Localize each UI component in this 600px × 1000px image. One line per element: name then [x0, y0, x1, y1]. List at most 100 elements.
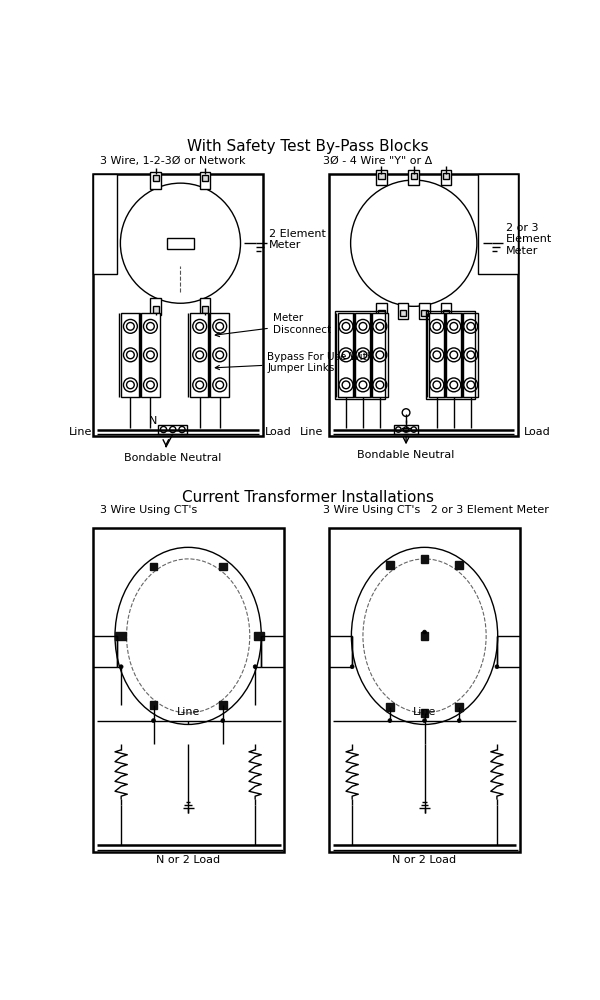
Bar: [338, 312, 354, 397]
Bar: [355, 312, 371, 397]
Circle shape: [196, 381, 203, 389]
Circle shape: [339, 348, 353, 362]
Circle shape: [376, 323, 384, 330]
Bar: [443, 173, 449, 179]
Text: 3 Wire Using CT's: 3 Wire Using CT's: [100, 505, 197, 515]
Circle shape: [342, 323, 350, 330]
Bar: [410, 173, 417, 179]
Bar: [463, 312, 478, 397]
Text: 2 or 3
Element
Meter: 2 or 3 Element Meter: [506, 223, 553, 256]
Circle shape: [146, 381, 154, 389]
Text: 2 Element
Meter: 2 Element Meter: [269, 229, 326, 250]
Circle shape: [216, 381, 224, 389]
Bar: [329, 528, 520, 852]
Bar: [149, 563, 157, 570]
Circle shape: [373, 319, 387, 333]
Circle shape: [216, 351, 224, 359]
Circle shape: [350, 180, 477, 306]
Bar: [141, 312, 160, 397]
Circle shape: [495, 665, 499, 669]
Bar: [158, 425, 187, 434]
Circle shape: [143, 348, 157, 362]
Bar: [153, 175, 159, 181]
Bar: [398, 303, 409, 319]
Bar: [372, 312, 388, 397]
Circle shape: [402, 409, 410, 416]
Text: 3 Wire Using CT's   2 or 3 Element Meter: 3 Wire Using CT's 2 or 3 Element Meter: [323, 505, 549, 515]
Circle shape: [127, 351, 134, 359]
Circle shape: [403, 427, 409, 432]
Circle shape: [342, 381, 350, 389]
Circle shape: [121, 183, 241, 303]
Circle shape: [127, 323, 134, 330]
Text: 3Ø - 4 Wire "Y" or Δ: 3Ø - 4 Wire "Y" or Δ: [323, 156, 432, 166]
Circle shape: [179, 426, 185, 433]
Bar: [443, 310, 449, 316]
Circle shape: [356, 319, 370, 333]
Bar: [219, 563, 227, 570]
Bar: [376, 170, 387, 185]
Bar: [455, 703, 463, 711]
Bar: [202, 306, 208, 312]
Circle shape: [143, 319, 157, 333]
Circle shape: [430, 348, 444, 362]
Circle shape: [464, 348, 478, 362]
Ellipse shape: [115, 547, 262, 724]
Circle shape: [447, 378, 461, 392]
Bar: [200, 298, 211, 315]
Circle shape: [464, 378, 478, 392]
Bar: [379, 173, 385, 179]
Bar: [190, 312, 209, 397]
Bar: [151, 298, 161, 315]
Bar: [419, 303, 430, 319]
Circle shape: [464, 319, 478, 333]
Bar: [94, 174, 263, 436]
Circle shape: [193, 378, 206, 392]
Circle shape: [124, 319, 137, 333]
Circle shape: [193, 348, 206, 362]
Circle shape: [467, 381, 475, 389]
Circle shape: [447, 319, 461, 333]
Bar: [421, 555, 428, 563]
Circle shape: [160, 426, 167, 433]
Circle shape: [359, 381, 367, 389]
Bar: [455, 561, 463, 569]
Bar: [429, 312, 445, 397]
Bar: [121, 312, 140, 397]
Circle shape: [193, 319, 206, 333]
Text: 3 Wire, 1-2-3Ø or Network: 3 Wire, 1-2-3Ø or Network: [100, 156, 245, 166]
Text: Line: Line: [413, 707, 436, 717]
Bar: [115, 632, 126, 640]
Bar: [441, 170, 451, 185]
Circle shape: [359, 351, 367, 359]
Circle shape: [146, 323, 154, 330]
Circle shape: [433, 323, 441, 330]
Circle shape: [253, 665, 257, 669]
Bar: [211, 312, 229, 397]
Bar: [202, 175, 208, 181]
Circle shape: [152, 719, 155, 723]
Bar: [219, 701, 227, 709]
Circle shape: [213, 348, 227, 362]
Circle shape: [146, 351, 154, 359]
Circle shape: [359, 323, 367, 330]
Bar: [379, 310, 385, 316]
Bar: [478, 174, 518, 274]
Bar: [153, 306, 159, 312]
Circle shape: [216, 323, 224, 330]
Ellipse shape: [352, 547, 497, 724]
Bar: [376, 303, 387, 319]
Text: Bondable Neutral: Bondable Neutral: [124, 453, 221, 463]
Text: Line: Line: [299, 427, 323, 437]
Circle shape: [467, 351, 475, 359]
Text: Line: Line: [68, 427, 92, 437]
Bar: [394, 425, 418, 434]
Circle shape: [170, 426, 176, 433]
Circle shape: [143, 378, 157, 392]
Text: Load: Load: [524, 427, 551, 437]
Text: Line: Line: [176, 707, 200, 717]
Text: Current Transformer Installations: Current Transformer Installations: [182, 490, 433, 505]
Circle shape: [196, 351, 203, 359]
Circle shape: [124, 378, 137, 392]
Circle shape: [356, 378, 370, 392]
